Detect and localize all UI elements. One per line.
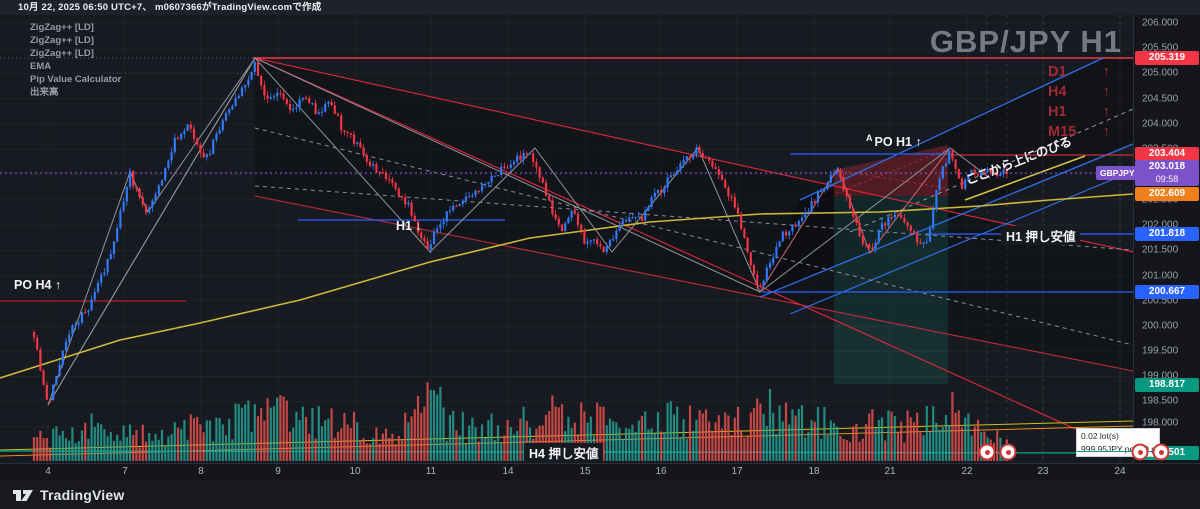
price-axis-label: 205.500 (1142, 42, 1179, 54)
price-badge-200.667: 200.667 (1135, 285, 1199, 299)
blue-channel-lower-1 (759, 143, 1133, 298)
price-axis-label: 204.500 (1142, 93, 1179, 105)
attribution-bar: 10月 22, 2025 06:50 UTC+7、 m0607366がTradi… (0, 0, 1200, 15)
time-axis-label: 21 (884, 466, 896, 477)
legend-item[interactable]: ZigZag++ [LD] (30, 35, 94, 46)
price-axis-label: 198.000 (1142, 417, 1179, 429)
annotation-po-h4[interactable]: PO H4 ↑ (14, 278, 61, 292)
annotation-h1-down[interactable]: H1 ↓ (396, 219, 422, 233)
price-axis-label: 200.500 (1142, 295, 1179, 307)
price-axis-label: 201.000 (1142, 270, 1179, 282)
price-axis-label: 202.000 (1142, 219, 1179, 231)
price-marker-icon[interactable] (999, 443, 1017, 461)
ema-line (0, 193, 1133, 379)
annotation-h1-down-text: H1 ↓ (396, 219, 422, 233)
price-axis-label: 198.500 (1142, 395, 1179, 407)
dashed-descending-2 (254, 127, 1133, 346)
symbol-watermark: GBP/JPY H1 (929, 24, 1122, 59)
footer-bar: TradingView (0, 480, 1200, 509)
time-axis-label: 23 (1037, 466, 1049, 477)
volume-bars (32, 382, 1008, 461)
candles (32, 56, 1008, 403)
annotation-po-h4-text: PO H4 ↑ (14, 278, 62, 292)
red-fan-through-low (254, 57, 1133, 456)
time-axis-label: 24 (1114, 466, 1126, 477)
annotation-h1-oshiyasune[interactable]: H1 押し安値 (1001, 226, 1081, 245)
price-badge-203.404: 203.404 (1135, 147, 1199, 161)
tradingview-logo[interactable]: TradingView (12, 485, 124, 505)
price-axis-label: 205.000 (1142, 67, 1179, 79)
lot-size-text: 0.02 lot(s) (1081, 431, 1119, 441)
annotation-po-h1-prefix: A (866, 133, 873, 143)
red-channel-upper (254, 57, 1133, 253)
tf-label-h4: H4 ↑ (1048, 84, 1110, 100)
legend-item[interactable]: Pip Value Calculator (30, 74, 122, 85)
annotation-po-h1[interactable]: A PO H1 ↑ (866, 133, 922, 149)
price-axis-label: 199.000 (1142, 370, 1179, 382)
legend-item[interactable]: ZigZag++ [LD] (30, 48, 94, 59)
price-marker-icon[interactable] (978, 443, 996, 461)
bar-countdown: 09:58 (1155, 174, 1179, 184)
time-axis-label: 11 (425, 466, 437, 477)
price-axis-label: 204.000 (1142, 118, 1179, 130)
tf-label-d1: D1 ↑ (1048, 64, 1110, 80)
symbol-price-tag: GBPJPY (1096, 166, 1139, 180)
price-axis-label: 206.000 (1142, 17, 1179, 29)
red-dotted-retrace-1 (835, 149, 947, 194)
time-axis-label: 17 (731, 466, 743, 477)
channel-fills (255, 58, 1133, 384)
legend-item[interactable]: EMA (30, 61, 52, 72)
gridlines (0, 15, 1133, 463)
annotation-h1-oshiyasune-text: H1 押し安値 (1006, 230, 1076, 244)
legend-item[interactable]: 出来高 (30, 87, 59, 98)
annotation-po-h1-text: PO H1 ↑ (874, 135, 922, 150)
time-axis-label: 16 (655, 466, 667, 477)
indicator-legend: ZigZag++ [LD] ZigZag++ [LD] ZigZag++ [LD] E… (30, 21, 121, 99)
price-badge-203.018: 203.018 09:58 (1135, 160, 1199, 186)
green-line-strike (1077, 451, 1159, 452)
volume-ma-yellow (0, 420, 1133, 451)
time-axis-label: 10 (349, 466, 361, 477)
time-axis-label: 9 (275, 466, 281, 477)
price-axis-label: 200.000 (1142, 320, 1179, 332)
legend-item[interactable]: ZigZag++ [LD] (30, 22, 94, 33)
tradingview-logo-icon (13, 489, 33, 501)
time-axis-label: 22 (961, 466, 973, 477)
price-marker-icon[interactable] (1131, 443, 1149, 461)
time-axis-label: 15 (579, 466, 591, 477)
time-axis-label: 18 (808, 466, 820, 477)
tf-label-h1: H1 ↑ (1048, 104, 1110, 120)
price-badge-201.818: 201.818 (1135, 227, 1199, 241)
tradingview-logo-text: TradingView (40, 486, 125, 503)
multi-timeframe-labels: D1 ↑ H4 ↑ H1 ↑ M15 ↑ (1048, 62, 1110, 142)
price-axis-label: 199.500 (1142, 345, 1179, 357)
time-axis-label: 7 (122, 466, 128, 477)
blue-channel-lower-2 (789, 170, 1133, 315)
chart-layers (0, 15, 1133, 463)
time-axis-label: 14 (502, 466, 514, 477)
price-badge-202.609: 202.609 (1135, 187, 1199, 201)
time-axis-label: 8 (198, 466, 204, 477)
price-badge-205.319: 205.319 (1135, 51, 1199, 65)
yellow-trend-short (964, 155, 1086, 201)
blue-channel-upper (799, 57, 1104, 201)
price-badge-198.817: 198.817 (1135, 378, 1199, 392)
time-axis[interactable]: 4 7 8 9 10 11 14 15 16 17 18 21 22 23 24 (0, 463, 1200, 481)
pip-value-text: 999.95JPY per 50 pips (1081, 444, 1167, 454)
tf-label-m15: M15 ↑ (1048, 124, 1110, 140)
price-axis-label: 201.500 (1142, 244, 1179, 256)
annotation-h4-oshiyasune[interactable]: H4 押し安値 (524, 443, 604, 462)
price-marker-icon[interactable] (1152, 443, 1170, 461)
red-channel-lower (254, 195, 1133, 372)
price-axis[interactable]: 206.000205.500205.000204.500204.000203.5… (1133, 15, 1200, 463)
red-dotted-retrace-2 (835, 169, 947, 189)
annotation-h4-oshiyasune-text: H4 押し安値 (529, 447, 599, 461)
time-axis-label: 4 (45, 466, 51, 477)
